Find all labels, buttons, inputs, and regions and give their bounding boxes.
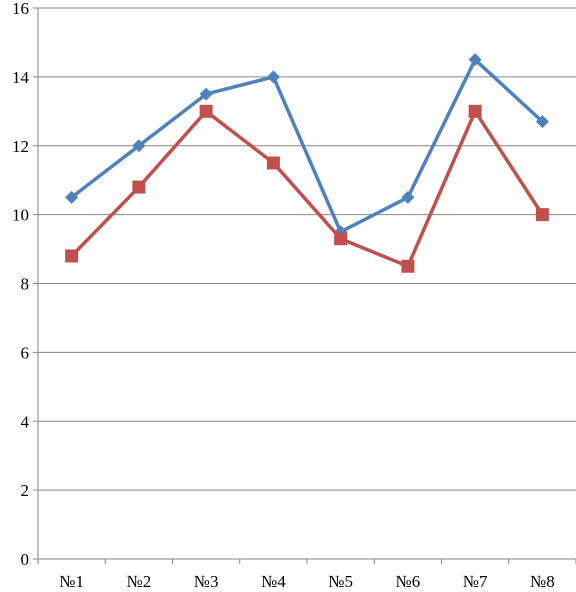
series-1-point [132,139,146,153]
x-tick-label: №8 [530,572,555,591]
y-tick-label: 14 [12,68,30,87]
y-axis-ticks: 0 2 4 6 8 10 12 14 16 [12,0,38,569]
y-tick-label: 6 [21,343,30,362]
y-tick-label: 10 [12,206,29,225]
series-2-point [334,232,348,246]
x-tick-label: №1 [59,572,84,591]
y-tick-label: 4 [21,412,30,431]
y-tick-label: 0 [21,550,30,569]
x-tick-label: №2 [127,572,152,591]
series-1-point [468,53,482,67]
y-tick-label: 2 [21,481,30,500]
series-2-point [266,156,280,170]
series-2-point [401,259,415,273]
y-tick-label: 16 [12,0,29,18]
series-group [65,53,549,273]
series-2-point [132,180,146,194]
x-tick-label: №6 [396,572,421,591]
series-1-point [199,87,213,101]
series-2-point [199,104,213,118]
series-2 [65,104,549,273]
x-tick-label: №7 [463,572,488,591]
series-1-point [535,115,549,129]
series-2-point [468,104,482,118]
series-1-point [266,70,280,84]
series-2-point [535,208,549,222]
series-1-point [401,190,415,204]
x-tick-label: №5 [328,572,353,591]
gridlines [38,7,576,491]
series-2-point [65,249,79,263]
series-1 [65,53,549,239]
series-2-line [70,109,544,269]
x-tick-label: №4 [261,572,286,591]
x-axis-ticks: №1 №2 №3 №4 №5 №6 №7 №8 [37,559,576,591]
x-tick-label: №3 [194,572,219,591]
y-tick-label: 12 [12,137,29,156]
series-1-point [65,190,79,204]
series-1-line [70,57,544,234]
y-tick-label: 8 [21,275,30,294]
